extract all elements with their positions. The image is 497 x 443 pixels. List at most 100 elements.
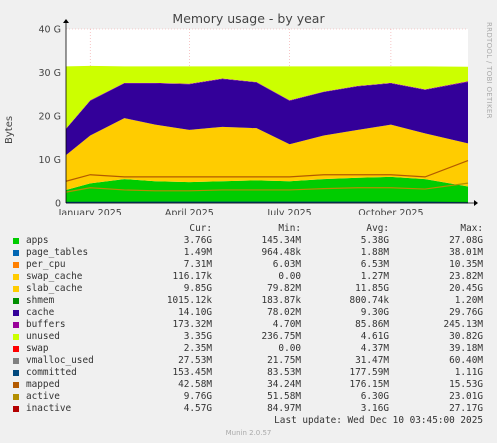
legend-min-value: 6.03M xyxy=(272,259,301,270)
legend-row-per_cpu: per_cpu 7.31M 6.03M 6.53M 10.35M xyxy=(13,259,483,271)
legend-max-value: 23.82M xyxy=(449,271,483,282)
legend-max-value: 27.17G xyxy=(449,403,483,414)
legend-min-value: 83.53M xyxy=(267,367,301,378)
legend-swatch xyxy=(13,334,19,340)
legend-cur-value: 153.45M xyxy=(172,367,212,378)
legend-cur-value: 4.57G xyxy=(183,403,212,414)
x-tick-label: October 2025 xyxy=(358,208,423,215)
legend-max-value: 27.08G xyxy=(449,235,483,246)
legend-swatch xyxy=(13,274,19,280)
legend-cur-value: 1.49M xyxy=(183,247,212,258)
legend-max-value: 10.35M xyxy=(449,259,483,270)
legend-header: Cur: Min: Avg: Max: xyxy=(13,223,483,235)
line-mapped xyxy=(65,201,469,204)
legend-swatch xyxy=(13,346,19,352)
legend-avg-value: 176.15M xyxy=(349,379,389,390)
legend-series-name: buffers xyxy=(26,319,66,330)
header-avg: Avg: xyxy=(366,223,389,234)
legend-swatch xyxy=(13,250,19,256)
legend-cur-value: 1015.12k xyxy=(166,295,212,306)
legend-cur-value: 27.53M xyxy=(178,355,212,366)
legend-cur-value: 9.76G xyxy=(183,391,212,402)
legend-swatch xyxy=(13,358,19,364)
y-tick-label: 40 G xyxy=(39,25,61,36)
legend-row-unused: unused 3.35G 236.75M 4.61G 30.82G xyxy=(13,331,483,343)
legend-avg-value: 1.27M xyxy=(360,271,389,282)
legend-row-apps: apps 3.76G 145.34M 5.38G 27.08G xyxy=(13,235,483,247)
legend-series-name: page_tables xyxy=(26,247,89,258)
legend-row-mapped: mapped 42.58M 34.24M 176.15M 15.53G xyxy=(13,379,483,391)
y-axis-arrow xyxy=(63,19,69,23)
y-tick-labels: 0 10 G 20 G 30 G 40 G xyxy=(39,25,61,210)
line-inactive xyxy=(65,182,469,193)
legend-cur-value: 2.35M xyxy=(183,343,212,354)
legend-series-name: swap_cache xyxy=(26,271,83,282)
legend-max-value: 30.82G xyxy=(449,331,483,342)
legend-min-value: 21.75M xyxy=(267,355,301,366)
y-tick-label: 20 G xyxy=(39,112,61,123)
legend-series-name: cache xyxy=(26,307,55,318)
legend-min-value: 4.70M xyxy=(272,319,301,330)
legend-cur-value: 3.35G xyxy=(183,331,212,342)
legend-series-name: mapped xyxy=(26,379,60,390)
legend-rows: apps 3.76G 145.34M 5.38G 27.08G page_tables 1.… xyxy=(13,235,483,415)
legend-series-name: unused xyxy=(26,331,60,342)
legend-row-committed: committed 153.45M 83.53M 177.59M 1.11G xyxy=(13,367,483,379)
legend-row-inactive: inactive 4.57G 84.97M 3.16G 27.17G xyxy=(13,403,483,415)
legend-row-swap_cache: swap_cache 116.17k 0.00 1.27M 23.82M xyxy=(13,271,483,283)
legend-max-value: 20.45G xyxy=(449,283,483,294)
legend-row-swap: swap 2.35M 0.00 4.37M 39.18M xyxy=(13,343,483,355)
memory-usage-chart: 0 10 G 20 G 30 G 40 G January 2025 April 2025… xyxy=(39,19,478,215)
header-max: Max: xyxy=(460,223,483,234)
legend-avg-value: 1.88M xyxy=(360,247,389,258)
legend-min-value: 0.00 xyxy=(278,271,301,282)
legend-series-name: apps xyxy=(26,235,49,246)
y-tick-label: 30 G xyxy=(39,68,61,79)
legend-min-value: 964.48k xyxy=(261,247,301,258)
area-unused xyxy=(66,65,468,129)
legend-max-value: 15.53G xyxy=(449,379,483,390)
legend-series-name: swap xyxy=(26,343,49,354)
legend-swatch xyxy=(13,370,19,376)
legend-max-value: 23.01G xyxy=(449,391,483,402)
legend-swatch xyxy=(13,394,19,400)
area-slab_cache xyxy=(66,118,468,190)
legend-row-vmalloc_used: vmalloc_used 27.53M 21.75M 31.47M 60.40M xyxy=(13,355,483,367)
line-active xyxy=(65,159,469,182)
legend-cur-value: 116.17k xyxy=(172,271,212,282)
axes xyxy=(63,19,478,206)
legend-avg-value: 31.47M xyxy=(355,355,389,366)
legend-avg-value: 11.85G xyxy=(355,283,389,294)
header-min: Min: xyxy=(278,223,301,234)
legend-max-value: 38.01M xyxy=(449,247,483,258)
legend-series-name: active xyxy=(26,391,60,402)
legend-min-value: 183.87k xyxy=(261,295,301,306)
legend-swatch xyxy=(13,262,19,268)
x-tick-label: July 2025 xyxy=(266,208,311,215)
legend-swatch xyxy=(13,298,19,304)
legend-max-value: 39.18M xyxy=(449,343,483,354)
legend-max-value: 245.13M xyxy=(443,319,483,330)
legend-max-value: 29.76G xyxy=(449,307,483,318)
header-cur: Cur: xyxy=(189,223,212,234)
x-tick-labels: January 2025 April 2025 July 2025 October 2… xyxy=(58,208,424,215)
legend-min-value: 145.34M xyxy=(261,235,301,246)
y-tick-label: 0 xyxy=(55,199,61,210)
legend-cur-value: 42.58M xyxy=(178,379,212,390)
legend-swatch xyxy=(13,322,19,328)
legend-cur-value: 3.76G xyxy=(183,235,212,246)
legend-avg-value: 4.37M xyxy=(360,343,389,354)
stacked-areas xyxy=(66,65,468,203)
x-axis-arrow xyxy=(474,200,478,206)
legend-row-buffers: buffers 173.32M 4.70M 85.86M 245.13M xyxy=(13,319,483,331)
legend-max-value: 60.40M xyxy=(449,355,483,366)
x-tick-label: April 2025 xyxy=(165,208,214,215)
legend-cur-value: 9.85G xyxy=(183,283,212,294)
legend-avg-value: 3.16G xyxy=(360,403,389,414)
legend-min-value: 78.02M xyxy=(267,307,301,318)
legend-min-value: 79.82M xyxy=(267,283,301,294)
legend-avg-value: 6.30G xyxy=(360,391,389,402)
legend-series-name: vmalloc_used xyxy=(26,355,94,366)
legend-avg-value: 177.59M xyxy=(349,367,389,378)
legend-series-name: per_cpu xyxy=(26,259,66,270)
